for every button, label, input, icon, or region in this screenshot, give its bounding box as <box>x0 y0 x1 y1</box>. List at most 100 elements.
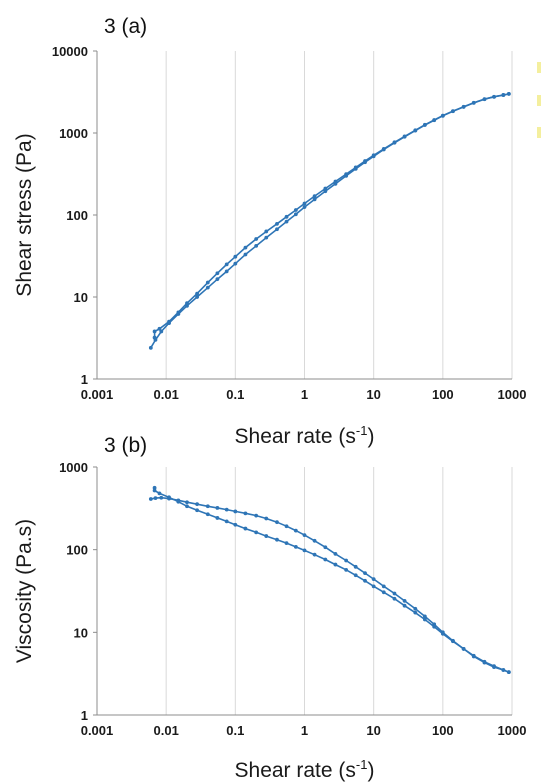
data-point <box>323 557 328 562</box>
data-point <box>293 528 298 533</box>
x-tick-label: 10 <box>366 723 380 738</box>
chart-panel-a: 3 (a) 0.001 0.01 0.1 1 10 100 1000 1 10 100 1000 100… <box>13 15 526 448</box>
data-point <box>381 584 386 589</box>
data-point <box>293 208 298 212</box>
data-point <box>233 509 238 514</box>
x-tick-label: 1 <box>301 723 308 738</box>
data-point <box>302 201 307 206</box>
data-point <box>381 146 386 151</box>
data-point <box>293 212 298 217</box>
data-point <box>461 104 466 109</box>
y-tick-label: 100 <box>66 543 88 558</box>
data-point <box>451 109 455 113</box>
data-point <box>333 562 338 567</box>
y-tick-label: 10 <box>74 625 88 640</box>
data-point <box>153 496 158 501</box>
data-point <box>254 530 259 535</box>
data-point <box>501 93 506 97</box>
x-tick-label: 0.001 <box>81 723 114 738</box>
data-point <box>482 97 487 102</box>
data-point <box>402 134 407 139</box>
data-point <box>422 122 427 127</box>
data-point <box>148 345 153 350</box>
panel-label: 3 (b) <box>104 434 147 457</box>
data-point <box>293 545 298 549</box>
data-point <box>284 219 289 224</box>
legend-swatch <box>537 127 541 138</box>
data-point <box>275 520 279 525</box>
x-tick-label: 0.1 <box>226 387 244 402</box>
data-point <box>167 319 171 324</box>
data-point <box>392 140 397 145</box>
data-point <box>243 245 248 250</box>
data-point <box>312 194 317 199</box>
x-axis-title: Shear rate (s-1) <box>235 423 375 448</box>
data-point <box>506 91 511 96</box>
data-point <box>422 614 427 619</box>
data-point <box>224 519 229 524</box>
data-point <box>264 516 269 521</box>
series-line-1 <box>150 93 509 349</box>
data-point <box>506 670 511 675</box>
data-point <box>323 189 328 194</box>
data-point <box>215 277 220 282</box>
data-point <box>284 214 289 219</box>
data-point <box>159 495 164 500</box>
data-point <box>275 227 279 232</box>
y-tick-label: 1000 <box>59 126 88 141</box>
data-point <box>353 573 358 578</box>
x-tick-label: 1000 <box>498 723 527 738</box>
data-point <box>195 295 199 299</box>
data-point <box>233 522 238 527</box>
data-point <box>482 659 487 664</box>
y-tick-label: 1 <box>81 708 88 723</box>
data-point <box>275 537 279 542</box>
legend-swatch <box>537 95 541 106</box>
data-point <box>440 113 445 118</box>
legend-swatch <box>537 62 541 73</box>
data-point <box>363 159 367 163</box>
x-tick-label: 100 <box>432 723 454 738</box>
data-point <box>233 261 238 266</box>
data-point <box>157 326 162 331</box>
data-point <box>195 502 199 507</box>
chart-panel-b: 3 (b) 0.001 0.01 0.1 1 10 100 1000 1 10 100 1000 She… <box>13 434 526 782</box>
data-point <box>152 485 157 490</box>
data-point <box>205 504 210 509</box>
data-point <box>176 499 181 504</box>
data-point <box>363 571 367 576</box>
data-point <box>413 606 418 611</box>
data-point <box>392 596 397 601</box>
data-point <box>312 552 317 557</box>
data-point <box>254 237 259 241</box>
data-point <box>215 271 220 276</box>
data-point <box>284 524 289 529</box>
data-point <box>205 280 210 285</box>
data-point <box>344 172 349 177</box>
data-point <box>371 153 376 158</box>
data-point <box>402 603 407 608</box>
data-point <box>312 538 317 543</box>
y-tick-label: 1000 <box>59 460 88 475</box>
data-point <box>492 664 496 669</box>
data-point <box>284 541 289 546</box>
series-line-1 <box>150 496 510 673</box>
data-point <box>185 504 189 509</box>
data-point <box>157 491 162 496</box>
data-point <box>392 591 397 596</box>
data-point <box>167 495 171 500</box>
series-line-2 <box>153 93 509 338</box>
data-point <box>440 631 445 636</box>
data-point <box>451 639 455 644</box>
data-point <box>159 329 164 334</box>
data-point <box>264 235 269 240</box>
y-tick-label: 10 <box>74 290 88 305</box>
panel-label: 3 (a) <box>104 15 147 38</box>
x-tick-label: 0.01 <box>154 387 179 402</box>
y-axis-title: Viscosity (Pa.s) <box>13 519 36 663</box>
data-point <box>264 534 269 538</box>
data-point <box>243 526 248 531</box>
data-point <box>471 653 476 658</box>
data-point <box>224 262 229 267</box>
